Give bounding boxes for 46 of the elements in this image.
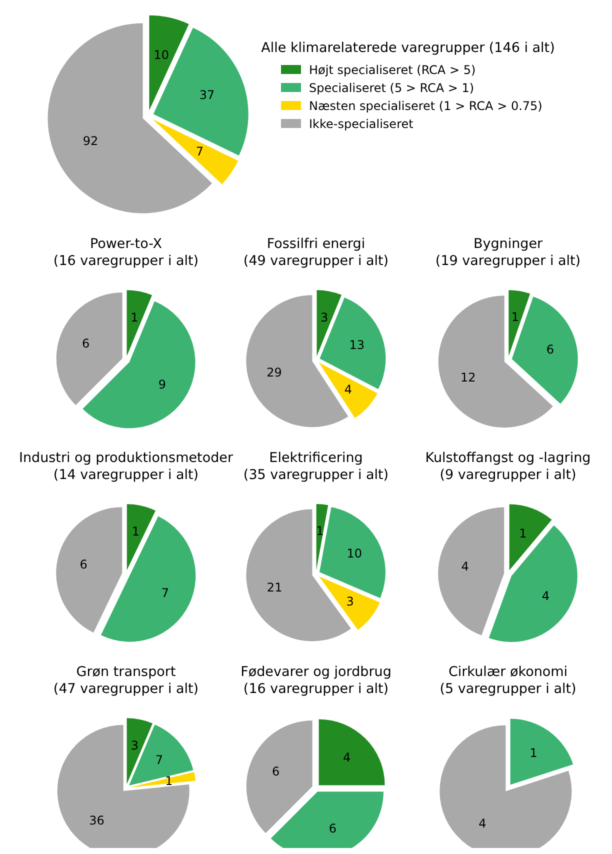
data-label: 9 [158, 377, 166, 392]
data-label: 7 [161, 586, 170, 600]
legend-label: Specialiseret (5 > RCA > 1) [309, 81, 474, 96]
data-label: 10 [154, 48, 170, 62]
data-label: 1 [130, 310, 138, 324]
data-label: 3 [320, 310, 328, 324]
chart-title: Grøn transport (47 varegrupper i alt) [53, 664, 199, 697]
legend-label: Ikke-specialiseret [309, 117, 414, 132]
data-label: 6 [82, 336, 90, 351]
data-label: 4 [344, 382, 352, 396]
data-label: 13 [349, 338, 365, 352]
data-label: 10 [346, 546, 362, 561]
text: Alle klimarelaterede varegrupper (146 i alt) [261, 40, 555, 56]
data-label: 92 [82, 134, 98, 148]
legend-label: Næsten specialiseret (1 > RCA > 0.75) [309, 99, 542, 114]
data-label: 1 [511, 310, 519, 324]
data-label: 6 [546, 342, 554, 357]
data-label: 36 [89, 814, 104, 828]
data-label: 21 [266, 580, 282, 595]
chart-title: Elektrificering (35 varegrupper i alt) [243, 450, 389, 483]
chart-title: Bygninger (19 varegrupper i alt) [435, 236, 581, 269]
chart-title: Industri og produktionsmetoder (14 varegrupper i alt) [18, 450, 234, 483]
data-label: 1 [316, 524, 324, 538]
chart-title: Cirkulær økonomi (5 varegrupper i alt) [440, 664, 576, 697]
data-label: 7 [155, 753, 164, 768]
data-label: 29 [266, 366, 282, 380]
legend-label: Højt specialiseret (RCA > 5) [309, 63, 476, 78]
data-label: 6 [80, 558, 88, 572]
chart-title: Fødevarer og jordbrug (16 varegrupper i alt) [240, 664, 392, 697]
data-label: 1 [519, 526, 527, 540]
data-label: 1 [132, 524, 140, 539]
data-label: 6 [328, 821, 336, 836]
data-label: 12 [460, 370, 476, 385]
data-label: 37 [199, 88, 215, 102]
chart-title: Kulstoffangst og -lagring (9 varegrupper i alt) [425, 450, 591, 483]
data-label: 4 [461, 560, 469, 574]
data-label: 6 [272, 764, 280, 779]
data-label: 3 [130, 738, 138, 753]
data-label: 4 [342, 750, 351, 764]
data-label: 7 [196, 144, 204, 159]
chart-title: Fossilfri energi (49 varegrupper i alt) [243, 236, 389, 269]
chart-title: Power-to-X (16 varegrupper i alt) [53, 236, 199, 269]
data-label: 3 [346, 594, 354, 608]
data-label: 1 [530, 746, 538, 760]
data-label: 4 [478, 816, 486, 830]
data-label: 4 [542, 588, 550, 603]
